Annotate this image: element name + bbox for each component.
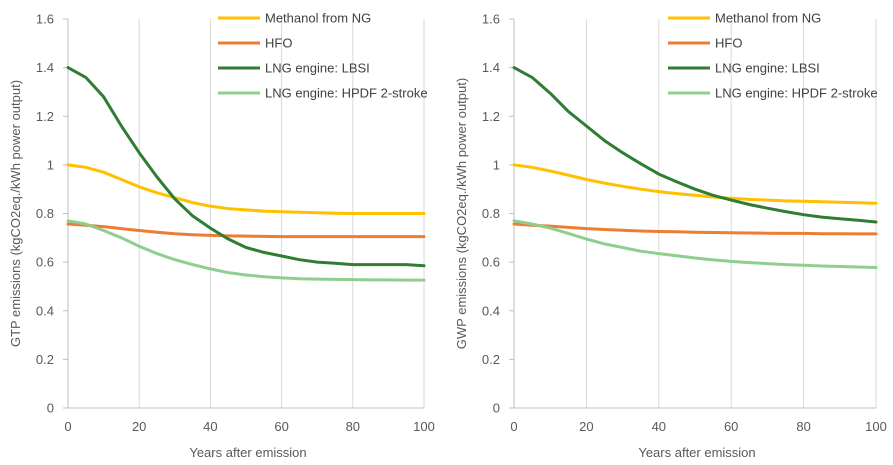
y-tick-label: 1.4 (36, 60, 54, 75)
y-tick-label: 1 (47, 157, 54, 172)
legend-label-4: LNG engine: HPDF 2-stroke (715, 86, 878, 101)
legend-label-3: LNG engine: LBSI (715, 61, 820, 76)
x-tick-label: 20 (132, 419, 146, 434)
y-tick-label: 0.2 (482, 352, 500, 367)
y-tick-label: 1.2 (36, 109, 54, 124)
legend-label-1: Methanol from NG (265, 11, 371, 26)
y-tick-label: 1.4 (482, 60, 500, 75)
y-tick-label: 0.6 (36, 255, 54, 270)
series-line-1 (66, 163, 426, 215)
legend-label-2: HFO (715, 36, 742, 51)
x-tick-label: 80 (796, 419, 810, 434)
x-tick-label: 40 (203, 419, 217, 434)
y-tick-label: 1 (493, 157, 500, 172)
y-tick-label: 0 (493, 401, 500, 416)
x-tick-label: 0 (64, 419, 71, 434)
x-tick-label: 80 (346, 419, 360, 434)
x-axis-label: Years after emission (638, 445, 755, 460)
legend: Methanol from NG HFO LNG engine: LBSI LNG e… (218, 11, 428, 101)
y-axis-label: GTP emissions (kgCO2eq./kWh power output… (8, 80, 23, 347)
x-tick-label: 0 (510, 419, 517, 434)
y-tick-label: 1.6 (482, 12, 500, 27)
series-line-2 (512, 222, 878, 236)
x-tick-label: 40 (652, 419, 666, 434)
series-line-4 (512, 219, 878, 269)
x-tick-label: 100 (865, 419, 887, 434)
y-tick-label: 0.8 (36, 206, 54, 221)
series-line-3 (512, 66, 878, 224)
y-tick-label: 0.4 (36, 303, 54, 318)
legend-label-1: Methanol from NG (715, 11, 821, 26)
y-axis-label: GWP emissions (kgCO2eq./kWh power output… (454, 78, 469, 349)
y-tick-label: 1.2 (482, 109, 500, 124)
y-tick-label: 0.2 (36, 352, 54, 367)
x-tick-label: 60 (724, 419, 738, 434)
y-tick-label: 0.4 (482, 303, 500, 318)
series-line-4 (66, 219, 426, 282)
legend: Methanol from NG HFO LNG engine: LBSI LNG e… (668, 11, 878, 101)
legend-label-3: LNG engine: LBSI (265, 61, 370, 76)
y-tick-label: 0.6 (482, 255, 500, 270)
series-line-3 (66, 66, 426, 268)
chart-panel-2: 0 0.2 0.4 0.6 0.8 1 1.2 1.4 1.6 0 20 40 60 80 100 Years… (454, 11, 887, 461)
y-tick-label: 0 (47, 401, 54, 416)
series-line-2 (66, 222, 426, 239)
x-tick-label: 60 (274, 419, 288, 434)
x-tick-label: 20 (579, 419, 593, 434)
x-axis-label: Years after emission (189, 445, 306, 460)
chart-panel-1: 0 0.2 0.4 0.6 0.8 1 1.2 1.4 1.6 0 20 40 60 80 100 Years… (8, 11, 435, 461)
legend-label-4: LNG engine: HPDF 2-stroke (265, 86, 428, 101)
series-line-1 (512, 163, 878, 205)
x-tick-label: 100 (413, 419, 435, 434)
legend-label-2: HFO (265, 36, 292, 51)
y-tick-label: 0.8 (482, 206, 500, 221)
y-tick-label: 1.6 (36, 12, 54, 27)
